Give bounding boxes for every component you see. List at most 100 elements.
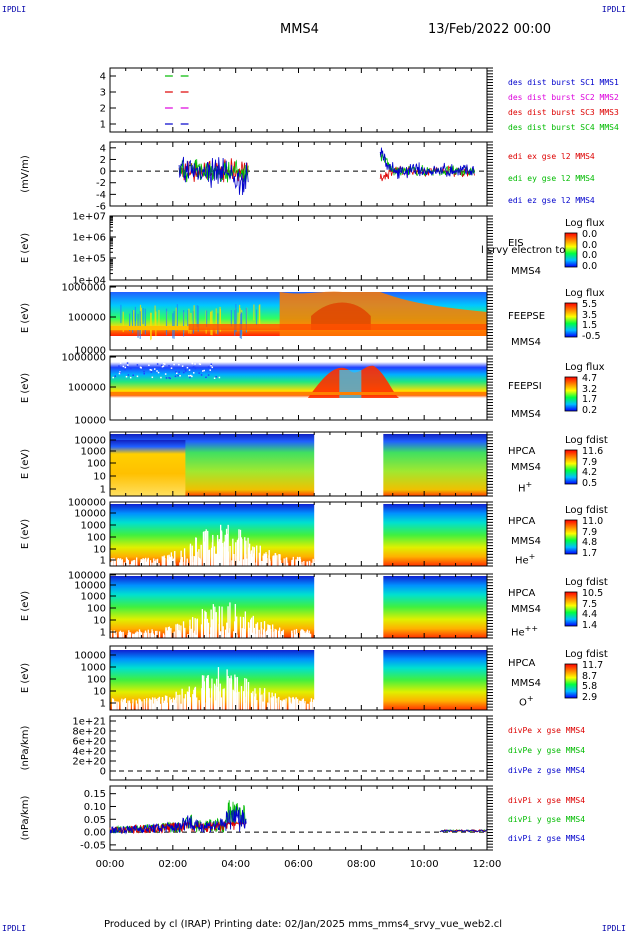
hpca-dropout [132, 560, 135, 566]
feepsi-speckle [189, 376, 191, 379]
hpca-dropout [246, 691, 248, 710]
hpca-dropout [129, 563, 131, 566]
spacecraft-label-hpca-h: MMS4 [511, 462, 541, 473]
species-label-hpca-o: O+ [519, 694, 534, 708]
hpca-dropout [218, 623, 220, 638]
y-axis-label: (nPa/km) [20, 726, 31, 771]
hpca-dropout [161, 701, 164, 710]
colorbar-tick-label: 1.4 [582, 619, 598, 631]
x-tick-label: 12:00 [473, 859, 502, 870]
hpca-dropout [274, 555, 276, 566]
hpca-dropout [304, 632, 306, 638]
colorbar-hpca-h [564, 449, 578, 485]
feepsi-speckle [186, 366, 189, 369]
hpca-dropout [288, 696, 290, 710]
hpca-dropout [205, 612, 207, 638]
feepsi-speckle [207, 374, 210, 376]
hpca-dropout [234, 603, 236, 638]
x-tick-label: 06:00 [284, 859, 313, 870]
hpca-dropout [163, 555, 165, 566]
hpca-dropout [154, 697, 156, 710]
feepsi-speckle [170, 367, 173, 369]
corner-mark-top-left: IPDLI [2, 5, 27, 14]
hpca-dropout [211, 619, 213, 638]
hpca-dropout [151, 631, 154, 638]
feepse-stripe [122, 311, 124, 332]
legend-entry-sc3: des dist burst SC3 MMS3 [508, 108, 619, 117]
feepsi-speckle [178, 371, 180, 373]
hpca-dropout [183, 629, 185, 638]
feepsi-speckle [188, 369, 191, 371]
hpca-dropout [227, 675, 229, 710]
hpca-dropout [169, 561, 171, 566]
feepsi-speckle [154, 368, 156, 370]
feepse-stripe [129, 313, 131, 331]
feepsi-speckle [203, 369, 205, 372]
hpca-dropout [187, 634, 189, 638]
hpca-dropout [201, 609, 203, 638]
hpca-dropout [223, 541, 226, 566]
hpca-dropout [278, 696, 280, 710]
hpca-dropout [207, 622, 210, 638]
hpca-dropout [279, 634, 281, 638]
x-tick-label: 08:00 [347, 859, 376, 870]
y-tick-label: 1000 [81, 447, 106, 458]
feepse-stripe [245, 307, 247, 333]
colorbar-hpca-he1 [564, 519, 578, 555]
y-tick-label: 10 [93, 545, 106, 556]
hpca-dropout [299, 556, 301, 566]
hpca-dropout [274, 693, 276, 710]
hpca-dropout [173, 699, 175, 710]
feepse-stripe [155, 311, 157, 337]
hpca-dropout [128, 700, 131, 710]
hpca-dropout [213, 546, 216, 566]
instrument-label-hpca-h: HPCA [508, 446, 536, 457]
feepsi-speckle [163, 362, 165, 365]
feepsi-base-band [110, 392, 487, 395]
hpca-dropout [157, 698, 159, 710]
hpca-dropout [274, 631, 277, 638]
hpca-dropout [296, 562, 298, 566]
colorbar-tick-label: 11.6 [582, 446, 604, 457]
hpca-dropout [162, 702, 165, 710]
hpca-dropout [188, 689, 191, 710]
feepsi-speckle [169, 366, 172, 369]
hpca-dropout [174, 697, 177, 710]
hpca-dropout [163, 700, 166, 710]
species-charge: + [526, 694, 534, 703]
hpca-dropout [173, 631, 175, 638]
hpca-dropout [198, 556, 200, 566]
feepsi-speckle [209, 369, 212, 371]
species-symbol: H [518, 483, 526, 495]
hpca-dropout [279, 700, 282, 710]
hpca-dropout [285, 557, 288, 566]
hpca-dropout [303, 560, 305, 566]
hpca-dropout [125, 561, 128, 566]
hpca-dropout [230, 675, 232, 710]
feepsi-speckle [126, 365, 128, 368]
hpca-dropout [110, 562, 112, 566]
hpca-dropout [295, 559, 298, 566]
hpca-dropout [256, 700, 258, 710]
hpca-dropout [206, 618, 209, 638]
hpca-dropout [196, 697, 198, 710]
colorbar-tick-label: 7.9 [582, 526, 598, 538]
species-symbol: He [511, 627, 525, 639]
feepse-stripe [120, 304, 122, 324]
hpca-dropout [211, 678, 213, 710]
hpca-dropout [212, 604, 215, 638]
hpca-dropout [263, 633, 266, 638]
spacecraft-label-hpca-he1: MMS4 [511, 536, 541, 547]
hpca-dropout [276, 698, 278, 710]
feepse-stripe [188, 308, 190, 334]
hpca-dropout [296, 699, 299, 710]
hpca-dropout [193, 555, 195, 566]
hpca-dropout [240, 542, 242, 566]
hpca-dropout [263, 688, 266, 710]
hpca-dropout [133, 633, 135, 638]
feepsi-notch [339, 370, 362, 398]
hpca-dropout [121, 559, 123, 566]
hpca-dropout [180, 550, 182, 566]
hpca-dropout [281, 631, 284, 638]
